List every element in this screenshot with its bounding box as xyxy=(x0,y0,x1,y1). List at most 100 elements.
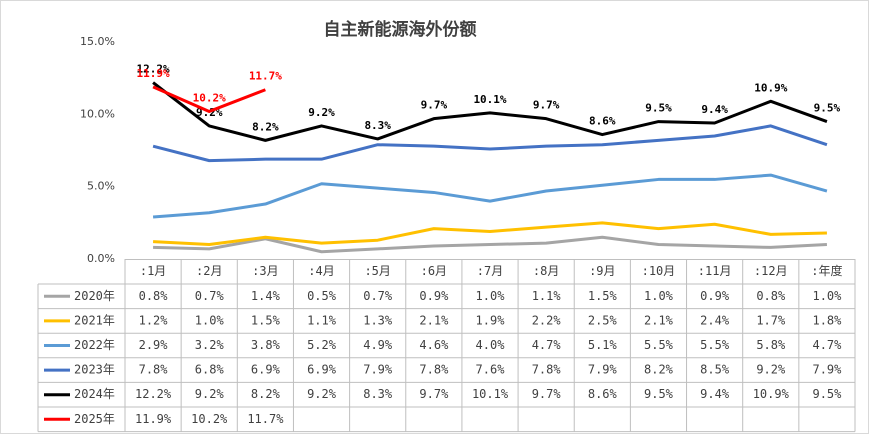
y-tick-label: 10.0% xyxy=(80,107,115,120)
data-label: 9.5% xyxy=(645,102,672,115)
table-cell: 1.0% xyxy=(644,289,674,303)
series-line xyxy=(152,221,827,247)
table-cell: 5.1% xyxy=(588,338,618,352)
table-cell: 1.0% xyxy=(195,313,225,327)
x-tick-label: :1月 xyxy=(140,264,166,278)
chart-title: 自主新能源海外份额 xyxy=(324,19,477,40)
table-cell: 1.8% xyxy=(812,313,842,327)
table-cell: 0.8% xyxy=(756,289,786,303)
table-cell: 7.8% xyxy=(419,363,449,377)
legend-label: 2025年 xyxy=(74,412,115,426)
table-cell: 2.1% xyxy=(644,313,674,327)
series-line xyxy=(152,85,266,113)
table-cell: 8.3% xyxy=(363,387,393,401)
table-cell: 7.9% xyxy=(812,363,842,377)
table-cell: 8.2% xyxy=(644,363,674,377)
table-cell: 9.5% xyxy=(644,387,674,401)
table-cell: 8.2% xyxy=(251,387,281,401)
table-cell: 12.2% xyxy=(135,387,172,401)
table-cell: 1.7% xyxy=(756,313,786,327)
data-label: 9.5% xyxy=(814,102,841,115)
table-cell: 9.2% xyxy=(756,363,786,377)
x-tick-label: :6月 xyxy=(421,264,447,278)
table-cell: 9.2% xyxy=(195,387,225,401)
y-tick-label: 15.0% xyxy=(80,35,115,48)
table-cell: 6.8% xyxy=(195,363,225,377)
table-cell: 4.9% xyxy=(363,338,393,352)
table-cell: 10.1% xyxy=(472,387,509,401)
table-cell: 0.7% xyxy=(195,289,225,303)
x-tick-label: :2月 xyxy=(196,264,222,278)
table-cell: 6.9% xyxy=(251,363,281,377)
table-cell: 7.9% xyxy=(588,363,618,377)
table-cell: 7.9% xyxy=(363,363,393,377)
data-label: 12.2% xyxy=(137,63,170,76)
data-label: 10.2% xyxy=(193,91,226,104)
x-tick-label: :5月 xyxy=(364,264,390,278)
table-cell: 1.1% xyxy=(532,289,562,303)
data-label: 11.7% xyxy=(249,70,282,83)
table-cell: 8.6% xyxy=(588,387,618,401)
series-line xyxy=(152,124,828,163)
legend-label: 2022年 xyxy=(74,338,115,352)
legend-label: 2024年 xyxy=(74,387,115,401)
table-cell: 1.9% xyxy=(476,313,506,327)
data-label: 11.9% xyxy=(137,67,170,80)
legend-label: 2020年 xyxy=(74,289,115,303)
table-cell: 9.7% xyxy=(532,387,562,401)
table-cell: 2.4% xyxy=(700,313,730,327)
table-cell: 2.2% xyxy=(532,313,562,327)
table-cell: 0.9% xyxy=(419,289,449,303)
data-label: 8.3% xyxy=(364,119,391,132)
table-cell: 2.1% xyxy=(419,313,449,327)
table-cell: 6.9% xyxy=(307,363,337,377)
series-line xyxy=(152,81,828,142)
table-cell: 2.9% xyxy=(139,338,169,352)
x-tick-label: :10月 xyxy=(642,264,676,278)
x-tick-label: :9月 xyxy=(589,264,615,278)
table-cell: 1.3% xyxy=(363,313,393,327)
table-cell: 4.0% xyxy=(476,338,506,352)
table-cell: 3.2% xyxy=(195,338,225,352)
table-cell: 11.7% xyxy=(247,412,284,426)
x-tick-label: :3月 xyxy=(252,264,278,278)
table-cell: 9.2% xyxy=(307,387,337,401)
data-label: 9.2% xyxy=(308,106,335,119)
table-cell: 0.7% xyxy=(363,289,393,303)
table-cell: 4.7% xyxy=(532,338,562,352)
table-cell: 11.9% xyxy=(135,412,172,426)
table-cell: 5.5% xyxy=(644,338,674,352)
table-cell: 3.8% xyxy=(251,338,281,352)
table-cell: 4.7% xyxy=(812,338,842,352)
table-cell: 1.0% xyxy=(812,289,842,303)
x-tick-label: :7月 xyxy=(477,264,503,278)
table-cell: 10.9% xyxy=(753,387,790,401)
data-label: 9.7% xyxy=(421,99,448,112)
table-cell: 9.7% xyxy=(419,387,449,401)
table-cell: 10.2% xyxy=(191,412,228,426)
table-cell: 1.4% xyxy=(251,289,281,303)
legend-label: 2023年 xyxy=(74,363,115,377)
table-cell: 5.2% xyxy=(307,338,337,352)
table-cell: 7.6% xyxy=(476,363,506,377)
table-cell: 0.5% xyxy=(307,289,337,303)
x-tick-label: :4月 xyxy=(308,264,334,278)
table-cell: 8.5% xyxy=(700,363,730,377)
y-tick-label: 5.0% xyxy=(87,180,115,193)
data-label: 8.6% xyxy=(589,115,616,128)
table-cell: 4.6% xyxy=(419,338,449,352)
data-label: 10.1% xyxy=(473,93,506,106)
data-label: 10.9% xyxy=(754,81,787,94)
x-tick-label: :年度 xyxy=(811,263,842,278)
data-label: 8.2% xyxy=(252,120,279,133)
table-cell: 1.5% xyxy=(588,289,618,303)
table-cell: 0.9% xyxy=(700,289,730,303)
table-cell: 2.5% xyxy=(588,313,618,327)
x-tick-label: :11月 xyxy=(698,264,732,278)
table-cell: 7.8% xyxy=(532,363,562,377)
x-tick-label: :12月 xyxy=(754,264,788,278)
y-tick-label: 0.0% xyxy=(87,252,115,265)
legend-label: 2021年 xyxy=(74,313,115,327)
table-cell: 0.8% xyxy=(139,289,169,303)
